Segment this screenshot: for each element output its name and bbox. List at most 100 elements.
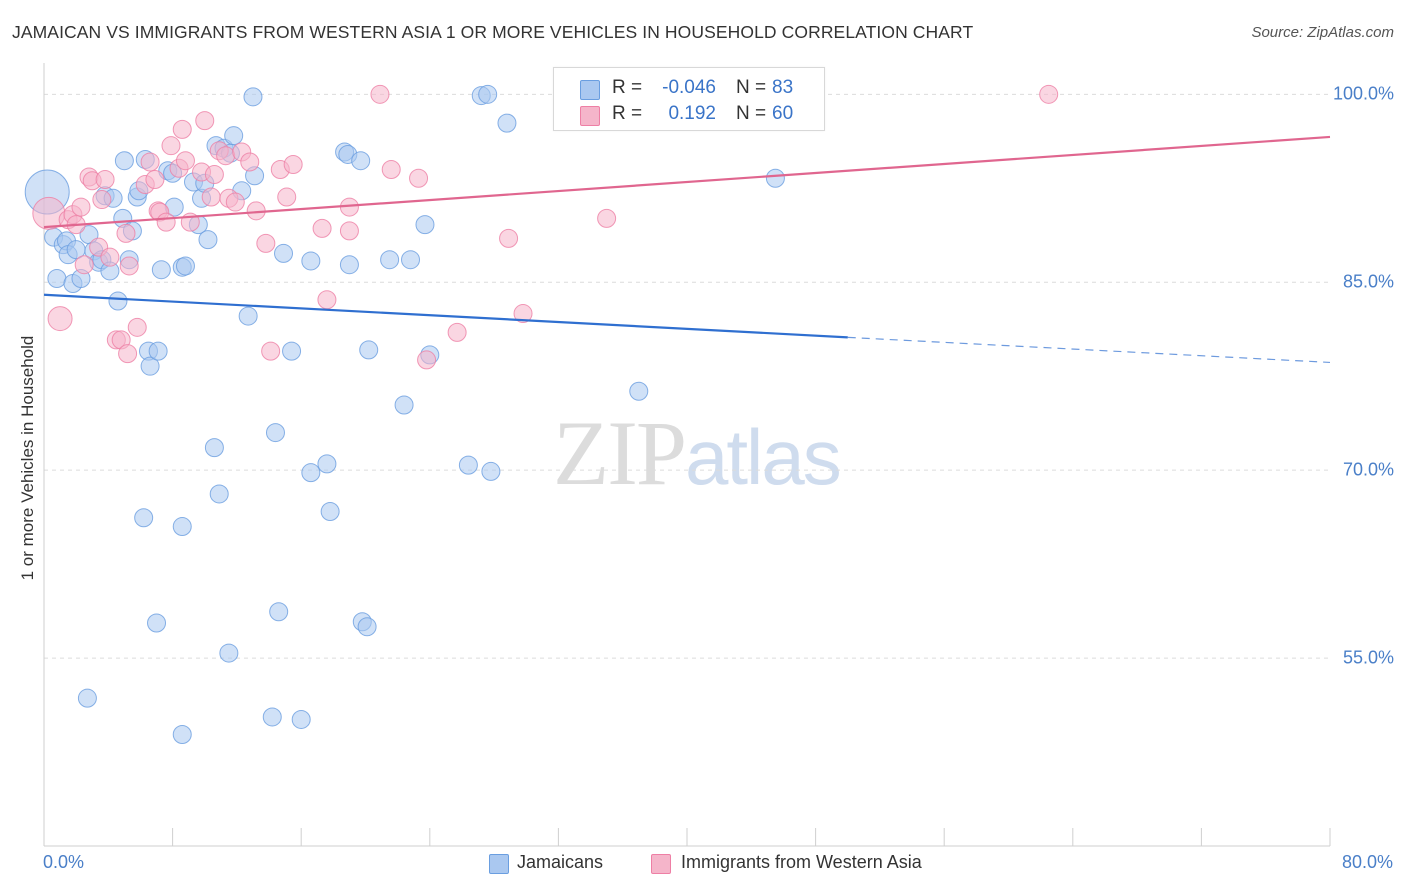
point-jamaicans: [151, 260, 171, 280]
y-tick-label: 85.0%: [1342, 271, 1394, 292]
point-western-asia: [417, 350, 437, 370]
point-jamaicans: [317, 454, 337, 474]
point-western-asia: [145, 170, 165, 190]
y-tick-label: 100.0%: [1332, 83, 1394, 104]
legend-r-value: 0.192: [668, 103, 716, 124]
point-jamaicans: [198, 230, 218, 250]
point-western-asia: [118, 344, 138, 364]
grid-lines: [44, 93, 1330, 659]
point-jamaicans: [148, 341, 168, 361]
point-western-asia: [74, 255, 94, 275]
bottom-legend-jamaicans: Jamaicans: [517, 852, 604, 872]
point-jamaicans: [497, 113, 517, 133]
point-jamaicans: [108, 291, 128, 311]
point-western-asia: [597, 208, 617, 228]
watermark: ZIPatlas: [553, 400, 842, 506]
chart-title: JAMAICAN VS IMMIGRANTS FROM WESTERN ASIA…: [12, 22, 974, 42]
legend-swatch-pink: [580, 106, 600, 126]
point-western-asia: [116, 223, 136, 243]
point-western-asia: [201, 187, 221, 207]
point-western-asia: [140, 152, 160, 172]
point-western-asia: [161, 136, 181, 156]
watermark-atlas: atlas: [685, 413, 842, 501]
series-western-asia: [32, 84, 1059, 370]
point-western-asia: [100, 247, 120, 267]
point-jamaicans: [172, 517, 192, 537]
point-jamaicans: [301, 251, 321, 271]
watermark-zip: ZIP: [553, 402, 687, 504]
point-western-asia: [71, 197, 91, 217]
point-jamaicans: [351, 151, 371, 171]
legend-r-label: R =: [612, 103, 643, 124]
point-western-asia: [447, 322, 467, 342]
legend-r-value: -0.046: [662, 77, 716, 98]
point-western-asia: [204, 164, 224, 184]
point-jamaicans: [394, 395, 414, 415]
point-western-asia: [47, 306, 73, 332]
legend-r-label: R =: [612, 77, 643, 98]
point-jamaicans: [357, 617, 377, 637]
point-western-asia: [513, 304, 533, 324]
point-jamaicans: [458, 455, 478, 475]
point-jamaicans: [415, 215, 435, 235]
point-western-asia: [225, 192, 245, 212]
point-western-asia: [119, 256, 139, 276]
point-jamaicans: [209, 484, 229, 504]
legend-n-label: N =: [736, 103, 767, 124]
bottom-legend-western-asia: Immigrants from Western Asia: [681, 852, 922, 872]
point-jamaicans: [765, 168, 785, 188]
point-western-asia: [216, 146, 236, 166]
point-jamaicans: [265, 423, 285, 443]
point-jamaicans: [175, 256, 195, 276]
point-western-asia: [283, 154, 303, 174]
point-jamaicans: [172, 725, 192, 745]
point-jamaicans: [140, 356, 160, 376]
point-western-asia: [127, 317, 147, 337]
legend-row-jamaicans: R = -0.046 N = 83: [554, 76, 824, 102]
point-western-asia: [240, 152, 260, 172]
legend-swatch-blue: [580, 80, 600, 100]
x-tick-min: 0.0%: [43, 852, 85, 872]
point-western-asia: [409, 168, 429, 188]
point-jamaicans: [320, 502, 340, 522]
point-jamaicans: [219, 643, 239, 663]
point-western-asia: [370, 84, 390, 104]
point-jamaicans: [401, 250, 421, 270]
point-western-asia: [256, 233, 276, 253]
trend-lines: [43, 135, 1331, 364]
trend-line-jamaicans: [43, 293, 848, 339]
point-western-asia: [339, 221, 359, 241]
point-western-asia: [261, 341, 281, 361]
point-jamaicans: [204, 438, 224, 458]
y-tick-label: 55.0%: [1342, 647, 1394, 668]
point-western-asia: [381, 159, 401, 179]
point-jamaicans: [282, 341, 302, 361]
point-western-asia: [317, 290, 337, 310]
point-western-asia: [1039, 84, 1059, 104]
y-axis-label: 1 or more Vehicles in Household: [18, 335, 37, 581]
point-western-asia: [277, 187, 297, 207]
point-western-asia: [195, 111, 215, 131]
point-western-asia: [95, 170, 115, 190]
point-jamaicans: [77, 688, 97, 708]
point-jamaicans: [291, 709, 311, 729]
trend-line-jamaicans-extension: [847, 336, 1331, 364]
point-jamaicans: [134, 508, 154, 528]
point-jamaicans: [147, 613, 167, 633]
source-label: Source: ZipAtlas.com: [1251, 24, 1394, 41]
point-western-asia: [92, 190, 112, 210]
point-jamaicans: [47, 268, 67, 288]
point-jamaicans: [262, 707, 282, 727]
axes: [43, 63, 1331, 847]
legend-n-value: 83: [772, 77, 794, 98]
point-western-asia: [312, 218, 332, 238]
point-jamaicans: [481, 461, 501, 481]
bottom-legend-swatch-western-asia: [651, 854, 671, 874]
point-jamaicans: [478, 84, 498, 104]
point-jamaicans: [339, 255, 359, 275]
point-jamaicans: [274, 243, 294, 263]
legend-row-western-asia: R = 0.192 N = 60: [554, 102, 824, 128]
point-jamaicans: [380, 250, 400, 270]
point-western-asia: [175, 151, 195, 171]
